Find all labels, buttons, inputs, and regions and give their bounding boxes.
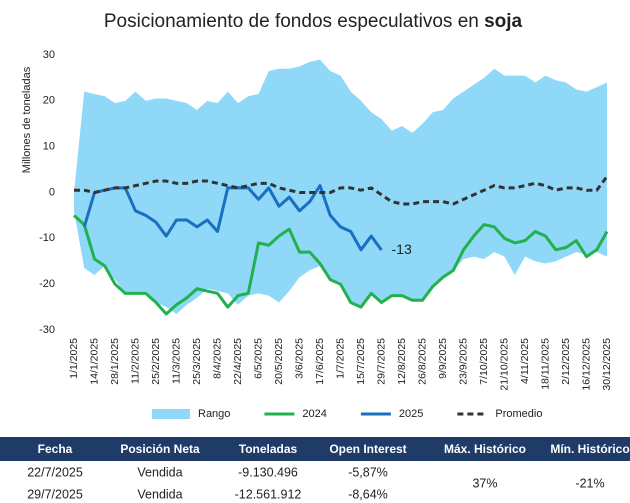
table-cell: 29/7/2025 xyxy=(27,487,83,501)
x-tick-label: 11/2/2025 xyxy=(129,338,141,384)
table-header-cell: Open Interest xyxy=(329,442,406,456)
value-label: -13 xyxy=(392,241,412,257)
x-tick-label: 16/12/2025 xyxy=(580,338,592,391)
x-tick-label: 1/7/2025 xyxy=(334,338,346,379)
x-tick-label: 9/9/2025 xyxy=(437,338,449,379)
table-cell: -21% xyxy=(575,476,604,490)
title-main: Posicionamiento de fondos especulativos … xyxy=(104,11,479,32)
x-tick-label: 17/6/2025 xyxy=(314,338,326,385)
x-tick-label: 3/6/2025 xyxy=(293,338,305,379)
table-cell: -9.130.496 xyxy=(238,465,298,479)
table-cell: 37% xyxy=(472,476,497,490)
y-axis-label: Millones de toneladas xyxy=(21,66,33,173)
x-tick-label: 18/11/2025 xyxy=(539,338,551,390)
x-tick-label: 12/8/2025 xyxy=(396,338,408,385)
x-tick-label: 29/7/2025 xyxy=(375,338,387,385)
table-header-cell: Fecha xyxy=(38,442,73,456)
x-tick-label: 15/7/2025 xyxy=(355,338,367,385)
legend-swatch xyxy=(152,409,190,419)
title-emphasis: soja xyxy=(484,11,522,32)
legend-label: Rango xyxy=(198,408,230,420)
x-tick-label: 2/12/2025 xyxy=(560,338,572,385)
table-cell: Vendida xyxy=(137,487,182,501)
y-tick-label: -10 xyxy=(39,232,55,244)
series-line xyxy=(73,214,609,316)
table-header-cell: Toneladas xyxy=(239,442,298,456)
x-tick-label: 21/10/2025 xyxy=(498,338,510,391)
legend-label: 2024 xyxy=(302,408,326,420)
x-tick-label: 25/3/2025 xyxy=(191,338,203,385)
y-tick-label: -30 xyxy=(39,324,55,336)
x-tick-label: 22/4/2025 xyxy=(232,338,244,385)
y-tick-label: 20 xyxy=(43,95,55,107)
x-tick-label: 23/9/2025 xyxy=(457,338,469,385)
y-tick-label: 10 xyxy=(43,141,55,153)
chart-title: Posicionamiento de fondos especulativos … xyxy=(104,11,523,32)
table-cell: -8,64% xyxy=(348,487,388,501)
x-tick-label: 4/11/2025 xyxy=(519,338,531,384)
table-header xyxy=(0,437,630,461)
legend-label: 2025 xyxy=(399,408,423,420)
legend-label: Promedio xyxy=(495,408,542,420)
table-cell: Vendida xyxy=(137,465,182,479)
table-header-cell: Mín. Histórico xyxy=(550,442,629,456)
average-line xyxy=(74,175,609,206)
x-tick-label: 30/12/2025 xyxy=(601,338,613,391)
table-cell: -5,87% xyxy=(348,465,388,479)
x-tick-label: 25/2/2025 xyxy=(150,338,162,385)
x-tick-label: 28/1/2025 xyxy=(109,338,121,385)
x-tick-label: 26/8/2025 xyxy=(416,338,428,385)
table-header-cell: Máx. Histórico xyxy=(444,442,526,456)
x-tick-label: 11/3/2025 xyxy=(170,338,182,384)
x-tick-label: 14/1/2025 xyxy=(88,338,100,385)
x-tick-label: 20/5/2025 xyxy=(273,338,285,385)
table-cell: -12.561.912 xyxy=(235,487,302,501)
table-cell: 22/7/2025 xyxy=(27,465,83,479)
y-tick-label: 30 xyxy=(43,49,55,61)
y-tick-label: -20 xyxy=(39,278,55,290)
x-tick-label: 7/10/2025 xyxy=(478,338,490,385)
x-tick-label: 1/1/2025 xyxy=(68,338,80,379)
y-tick-label: 0 xyxy=(49,186,55,198)
table-header-cell: Posición Neta xyxy=(120,442,200,456)
x-tick-label: 6/5/2025 xyxy=(252,338,264,379)
x-tick-label: 8/4/2025 xyxy=(211,338,223,379)
